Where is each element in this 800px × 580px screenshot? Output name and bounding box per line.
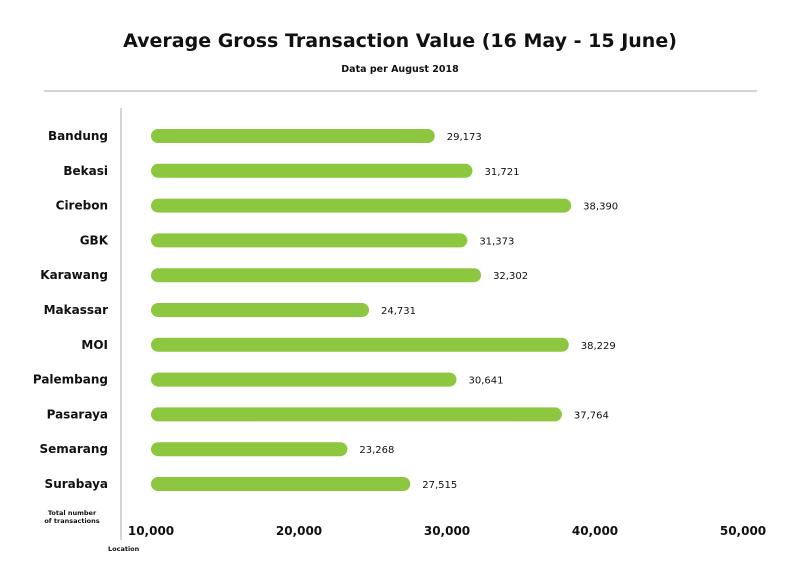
category-label: Pasaraya	[47, 407, 108, 421]
value-label: 23,268	[359, 445, 394, 456]
value-label: 31,721	[484, 167, 519, 178]
category-label: Palembang	[33, 373, 108, 387]
x-ticks-group: 10,000 20,000 30,000 40,000 50,000	[128, 524, 766, 538]
x-tick-label: 20,000	[276, 524, 322, 538]
value-label: 37,764	[574, 410, 609, 421]
value-label: 27,515	[422, 480, 457, 491]
bar	[151, 129, 435, 143]
category-label: Bandung	[48, 129, 108, 143]
x-tick-label: 30,000	[424, 524, 470, 538]
value-label: 38,390	[583, 202, 618, 213]
bar	[151, 198, 572, 213]
bar	[151, 268, 482, 283]
category-label: Bekasi	[63, 164, 108, 178]
category-label: GBK	[80, 233, 109, 247]
category-label: MOI	[81, 338, 108, 352]
bar	[151, 372, 457, 387]
bar	[151, 163, 473, 178]
bar	[151, 442, 348, 457]
bar	[151, 337, 569, 352]
category-label: Semarang	[39, 442, 108, 456]
bars-group: Bandung 29,173 Bekasi 31,721 Cirebon 38,390 GB…	[33, 129, 618, 491]
x-axis-label: Location	[108, 545, 140, 553]
y-axis-label: Total number of transactions	[44, 509, 99, 525]
x-tick-label: 10,000	[128, 524, 174, 538]
chart-subtitle: Data per August 2018	[341, 64, 459, 75]
bar	[151, 407, 562, 422]
value-label: 29,173	[447, 132, 482, 143]
chart-title: Average Gross Transaction Value (16 May …	[123, 30, 677, 52]
value-label: 38,229	[581, 341, 616, 352]
value-label: 24,731	[381, 306, 416, 317]
value-label: 30,641	[468, 376, 503, 387]
bar	[151, 233, 468, 248]
x-tick-label: 40,000	[572, 524, 618, 538]
value-label: 32,302	[493, 271, 528, 282]
category-label: Surabaya	[45, 477, 108, 491]
category-label: Karawang	[40, 268, 108, 282]
value-label: 31,373	[479, 236, 514, 247]
category-label: Cirebon	[56, 199, 108, 213]
bar	[151, 303, 370, 317]
category-label: Makassar	[44, 303, 109, 317]
bar	[151, 477, 411, 491]
x-tick-label: 50,000	[720, 524, 766, 538]
